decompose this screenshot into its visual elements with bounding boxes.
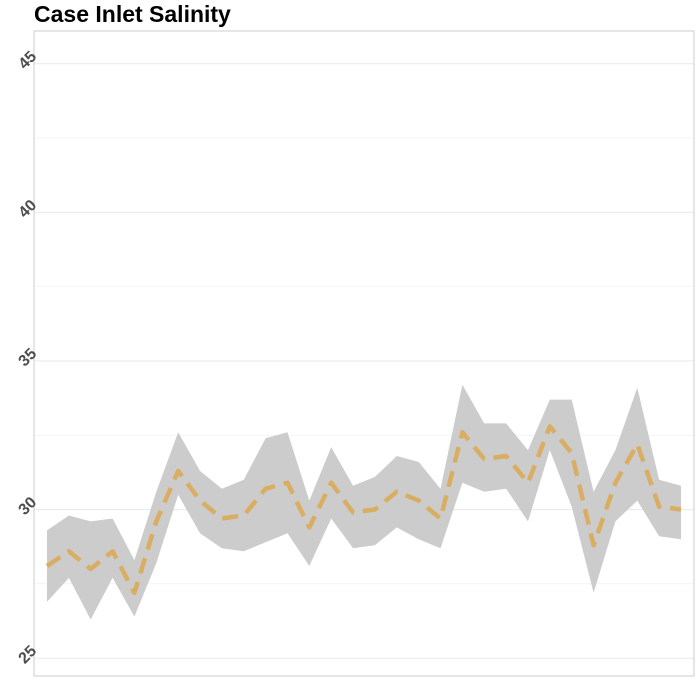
plot-border	[33, 30, 695, 677]
mean-series-line	[45, 424, 682, 596]
grid-lines	[34, 63, 694, 659]
chart-title: Case Inlet Salinity	[34, 1, 231, 27]
mean-line	[45, 424, 682, 596]
confidence-band-area	[47, 384, 681, 620]
confidence-band	[47, 384, 681, 620]
